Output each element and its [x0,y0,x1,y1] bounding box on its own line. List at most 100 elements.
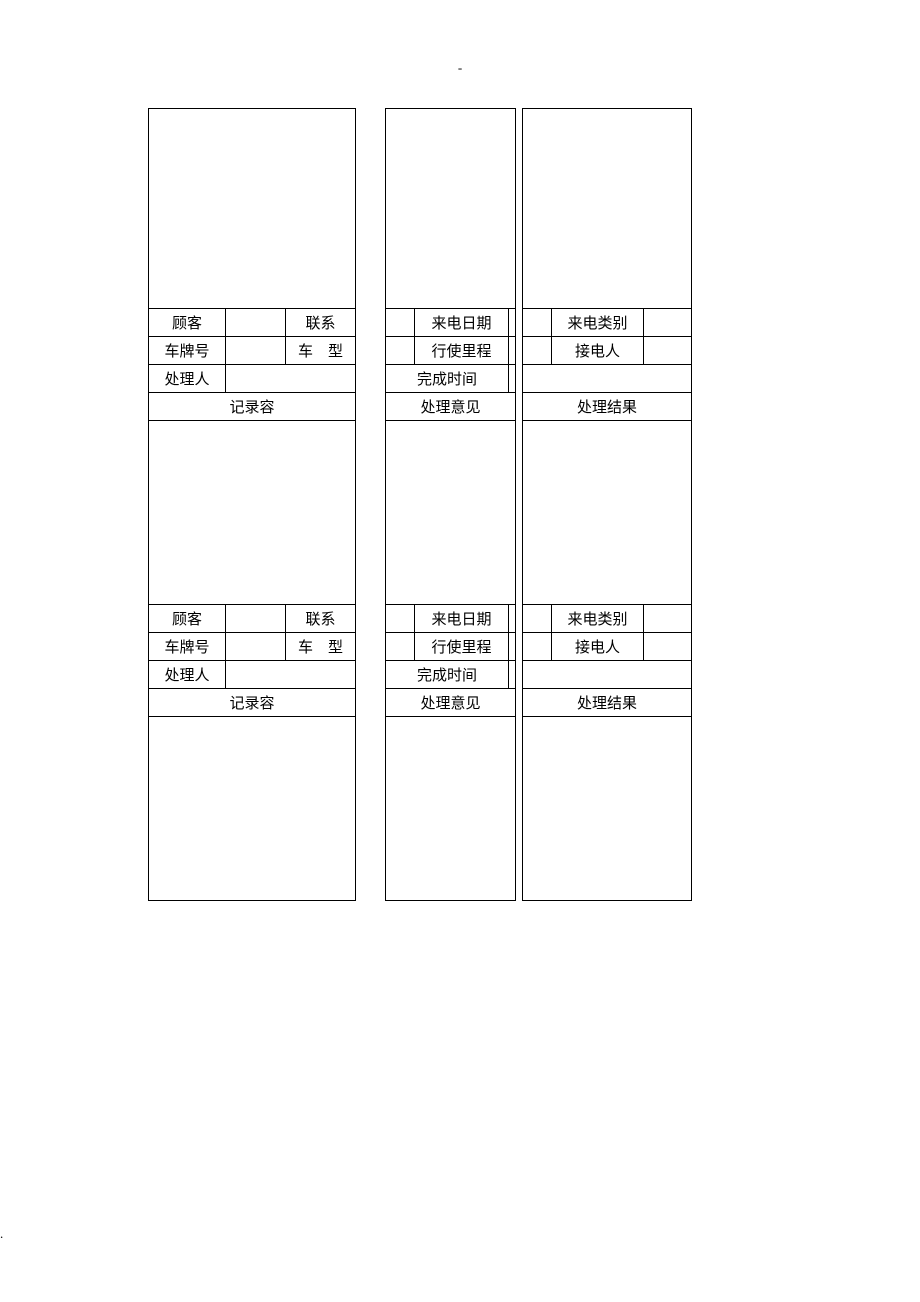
value-complete-time-2 [509,661,516,689]
label-handle-opinion: 处理意见 [386,393,516,421]
label-call-type: 来电类别 [552,309,644,337]
value-car-model-1 [386,337,415,365]
label-handle-opinion: 处理意见 [386,689,516,717]
label-customer: 顾客 [149,605,226,633]
gap-cell [516,661,523,689]
gap-cell [356,717,386,901]
blank-cell [523,365,692,393]
value-contact-2 [386,605,415,633]
row-content-2 [149,717,692,901]
value-car-model-2 [386,633,415,661]
row-section-headers-2: 记录容 处理意见 处理结果 [149,689,692,717]
label-record-content: 记录容 [149,393,356,421]
value-call-date-2 [509,605,516,633]
value-call-type-2 [644,605,692,633]
gap-cell [356,109,386,309]
label-customer: 顾客 [149,309,226,337]
label-handler: 处理人 [149,661,226,689]
gap-cell [356,365,386,393]
car-model-char1: 车 [298,640,313,656]
label-handle-result: 处理结果 [523,393,692,421]
footer-left: . [0,1226,3,1241]
label-receiver: 接电人 [552,633,644,661]
gap-cell [356,309,386,337]
row-plate-1: 车牌号 车 型 行使里程 接电人 [149,337,692,365]
value-call-date-1 [509,309,516,337]
value-plate-no-1 [226,337,286,365]
spacer-cell [386,109,516,309]
row-handler-1: 处理人 完成时间 [149,365,692,393]
label-mileage: 行使里程 [415,633,509,661]
top-spacer-row [149,109,692,309]
label-handler: 处理人 [149,365,226,393]
blank-cell [523,633,552,661]
label-contact: 联系 [286,309,356,337]
handle-result-area-1 [523,421,692,605]
page-footer: . z. [0,1226,920,1242]
label-complete-time: 完成时间 [386,365,509,393]
gap-cell [516,309,523,337]
label-complete-time: 完成时间 [386,661,509,689]
label-car-model: 车 型 [286,633,356,661]
value-contact-1 [386,309,415,337]
gap-cell [356,337,386,365]
row-plate-2: 车牌号 车 型 行使里程 接电人 [149,633,692,661]
gap-cell [516,421,523,605]
gap-cell [356,689,386,717]
label-record-content: 记录容 [149,689,356,717]
handle-opinion-area-2 [386,717,516,901]
form-table: 顾客 联系 来电日期 来电类别 车牌号 车 型 行使里程 接电人 处理人 完成时… [148,108,692,901]
row-content-1 [149,421,692,605]
row-handler-2: 处理人 完成时间 [149,661,692,689]
page-header-mark: - [0,0,920,76]
value-mileage-2 [509,633,516,661]
label-handle-result: 处理结果 [523,689,692,717]
gap-cell [516,689,523,717]
row-section-headers-1: 记录容 处理意见 处理结果 [149,393,692,421]
label-plate-no: 车牌号 [149,337,226,365]
value-complete-time-1 [509,365,516,393]
label-call-type: 来电类别 [552,605,644,633]
value-handler-1 [226,365,356,393]
label-contact: 联系 [286,605,356,633]
spacer-cell [149,109,356,309]
record-content-area-1 [149,421,356,605]
gap-cell [516,109,523,309]
label-car-model: 车 型 [286,337,356,365]
label-call-date: 来电日期 [415,605,509,633]
label-mileage: 行使里程 [415,337,509,365]
car-model-char1: 车 [298,344,313,360]
gap-cell [516,337,523,365]
label-plate-no: 车牌号 [149,633,226,661]
gap-cell [516,393,523,421]
gap-cell [356,421,386,605]
value-customer-2 [226,605,286,633]
blank-cell [523,309,552,337]
row-customer-2: 顾客 联系 来电日期 来电类别 [149,605,692,633]
gap-cell [516,633,523,661]
record-content-area-2 [149,717,356,901]
gap-cell [356,661,386,689]
gap-cell [516,717,523,901]
value-customer-1 [226,309,286,337]
gap-cell [356,393,386,421]
gap-cell [516,365,523,393]
value-handler-2 [226,661,356,689]
handle-opinion-area-1 [386,421,516,605]
handle-result-area-2 [523,717,692,901]
blank-cell [523,661,692,689]
row-customer-1: 顾客 联系 来电日期 来电类别 [149,309,692,337]
value-mileage-1 [509,337,516,365]
value-receiver-2 [644,633,692,661]
car-model-char2: 型 [328,640,343,656]
value-call-type-1 [644,309,692,337]
gap-cell [356,633,386,661]
value-plate-no-2 [226,633,286,661]
gap-cell [356,605,386,633]
gap-cell [516,605,523,633]
blank-cell [523,605,552,633]
blank-cell [523,337,552,365]
label-receiver: 接电人 [552,337,644,365]
spacer-cell [523,109,692,309]
value-receiver-1 [644,337,692,365]
